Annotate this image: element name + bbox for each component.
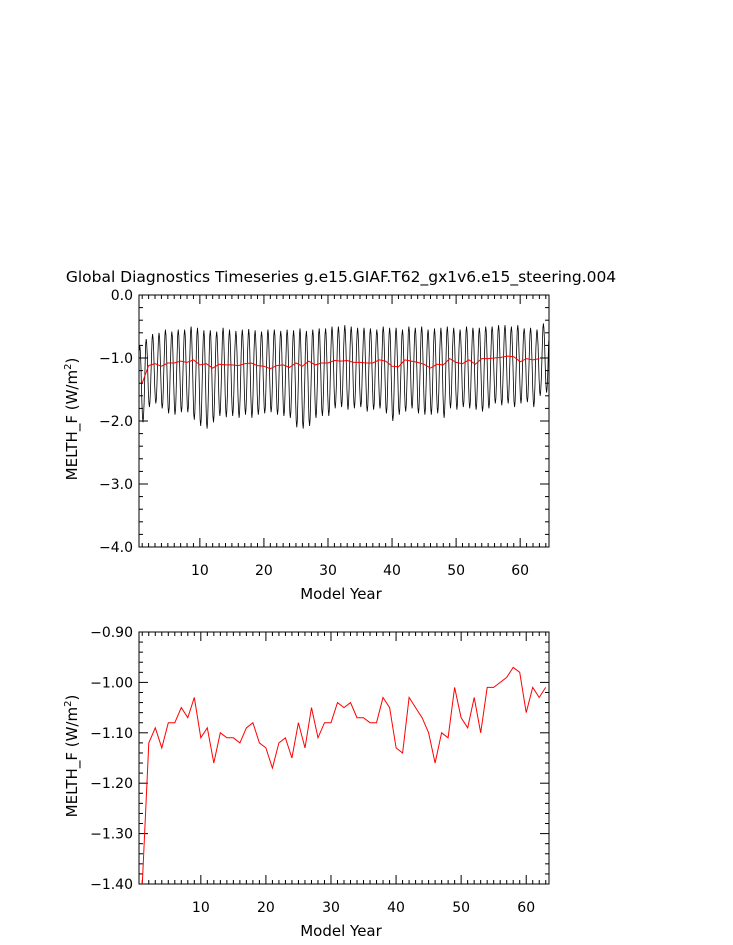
x-tick-label: 10 <box>191 563 209 579</box>
x-tick-label: 60 <box>517 900 535 916</box>
x-tick-label: 30 <box>322 900 340 916</box>
x-tick-label: 50 <box>447 563 465 579</box>
x-tick-label: 10 <box>192 900 210 916</box>
x-axis-label: Model Year <box>300 585 382 603</box>
y-tick-label: −1.00 <box>90 675 133 691</box>
y-tick-label: −1.0 <box>99 351 133 367</box>
x-tick-label: 20 <box>255 563 273 579</box>
y-tick-label: −1.30 <box>90 827 133 843</box>
y-axis-label: MELTH_F (W/m2) <box>63 358 82 481</box>
y-tick-label: −1.20 <box>90 776 133 792</box>
y-tick-label: −4.0 <box>99 540 133 556</box>
x-tick-label: 60 <box>511 563 529 579</box>
x-axis-label: Model Year <box>300 922 382 940</box>
plot-frame <box>138 631 550 885</box>
x-tick-label: 50 <box>452 900 470 916</box>
y-tick-label: −1.40 <box>90 877 133 893</box>
chart-title: Global Diagnostics Timeseries g.e15.GIAF… <box>66 268 616 287</box>
y-tick-label: 0.0 <box>111 288 133 304</box>
annual-mean-line <box>141 355 540 384</box>
bottom-panel: 10 20 30 40 50 60 −1.40 −1.30 −1.20 −1.10 −1.00 −0.… <box>63 625 550 940</box>
monthly-series-line <box>138 323 550 429</box>
y-tick-label: −0.90 <box>90 625 133 641</box>
y-tick-label: −3.0 <box>99 477 133 493</box>
annual-mean-line <box>141 666 547 885</box>
y-tick-label: −2.0 <box>99 414 133 430</box>
y-tick-label: −1.10 <box>90 726 133 742</box>
x-tick-label: 20 <box>257 900 275 916</box>
top-panel: 10 20 30 40 50 60 −4.0 −3.0 −2.0 −1.0 0.0 Model Yea… <box>63 288 550 603</box>
x-tick-label: 40 <box>387 900 405 916</box>
x-tick-label: 30 <box>319 563 337 579</box>
x-tick-label: 40 <box>383 563 401 579</box>
y-axis-label: MELTH_F (W/m2) <box>63 695 82 818</box>
